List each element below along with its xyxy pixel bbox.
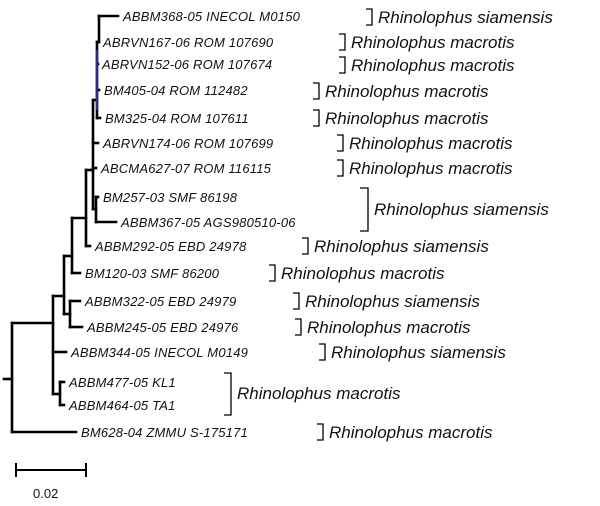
taxon-label: BM257-03 SMF 86198 <box>103 190 238 205</box>
taxon-label: BM325-04 ROM 107611 <box>105 111 249 126</box>
species-bracket <box>295 318 302 336</box>
taxon-label: ABBM344-05 INECOL M0149 <box>70 345 248 360</box>
taxon-label: ABBM367-05 AGS980510-06 <box>120 215 296 230</box>
species-label: Rhinolophus macrotis <box>329 423 493 442</box>
species-bracket <box>360 187 369 232</box>
species-bracket <box>313 82 320 100</box>
species-bracket <box>337 134 344 152</box>
taxon-label: ABBM322-05 EBD 24979 <box>84 294 236 309</box>
taxon-label: ABBM464-05 TA1 <box>68 398 176 413</box>
species-label: Rhinolophus macrotis <box>351 56 515 75</box>
species-bracket <box>224 372 232 416</box>
tree-branches <box>2 14 120 434</box>
species-label: Rhinolophus macrotis <box>281 264 445 283</box>
taxon-labels: ABBM368-05 INECOL M0150 ABRVN167-06 ROM … <box>68 9 301 440</box>
species-label: Rhinolophus macrotis <box>349 159 513 178</box>
taxon-label: ABBM477-05 KL1 <box>68 375 176 390</box>
species-label: Rhinolophus macrotis <box>349 134 513 153</box>
species-bracket <box>339 56 346 74</box>
taxon-label: ABBM368-05 INECOL M0150 <box>122 9 301 24</box>
scale-bar-label: 0.02 <box>33 486 58 501</box>
species-label: Rhinolophus siamensis <box>305 292 480 311</box>
species-label: Rhinolophus macrotis <box>237 384 401 403</box>
species-label: Rhinolophus macrotis <box>325 109 489 128</box>
species-labels: Rhinolophus siamensis Rhinolophus macrot… <box>237 8 553 442</box>
species-bracket <box>337 159 344 177</box>
species-label: Rhinolophus siamensis <box>374 200 549 219</box>
species-label: Rhinolophus siamensis <box>378 8 553 27</box>
species-label: Rhinolophus macrotis <box>325 82 489 101</box>
species-bracket <box>319 343 326 361</box>
taxon-label: ABRVN167-06 ROM 107690 <box>102 35 274 50</box>
species-label: Rhinolophus siamensis <box>314 237 489 256</box>
taxon-label: ABBM245-05 EBD 24976 <box>86 320 239 335</box>
species-bracket <box>317 423 324 441</box>
taxon-label: ABRVN152-06 ROM 107674 <box>101 57 272 72</box>
taxon-label: BM405-04 ROM 112482 <box>104 83 248 98</box>
species-label: Rhinolophus macrotis <box>307 318 471 337</box>
species-bracket <box>293 292 300 310</box>
species-label: Rhinolophus siamensis <box>331 343 506 362</box>
taxon-label: ABCMA627-07 ROM 116115 <box>100 161 272 176</box>
species-label: Rhinolophus macrotis <box>351 33 515 52</box>
species-brackets <box>224 8 373 441</box>
taxon-label: BM628-04 ZMMU S-175171 <box>81 425 248 440</box>
species-bracket <box>339 33 346 51</box>
species-bracket <box>313 109 320 127</box>
taxon-label: ABBM292-05 EBD 24978 <box>94 239 247 254</box>
scale-bar: 0.02 <box>15 463 87 501</box>
species-bracket <box>269 264 276 282</box>
taxon-label: BM120-03 SMF 86200 <box>85 266 220 281</box>
species-bracket <box>366 8 373 26</box>
species-bracket <box>302 237 309 255</box>
taxon-label: ABRVN174-06 ROM 107699 <box>102 136 273 151</box>
